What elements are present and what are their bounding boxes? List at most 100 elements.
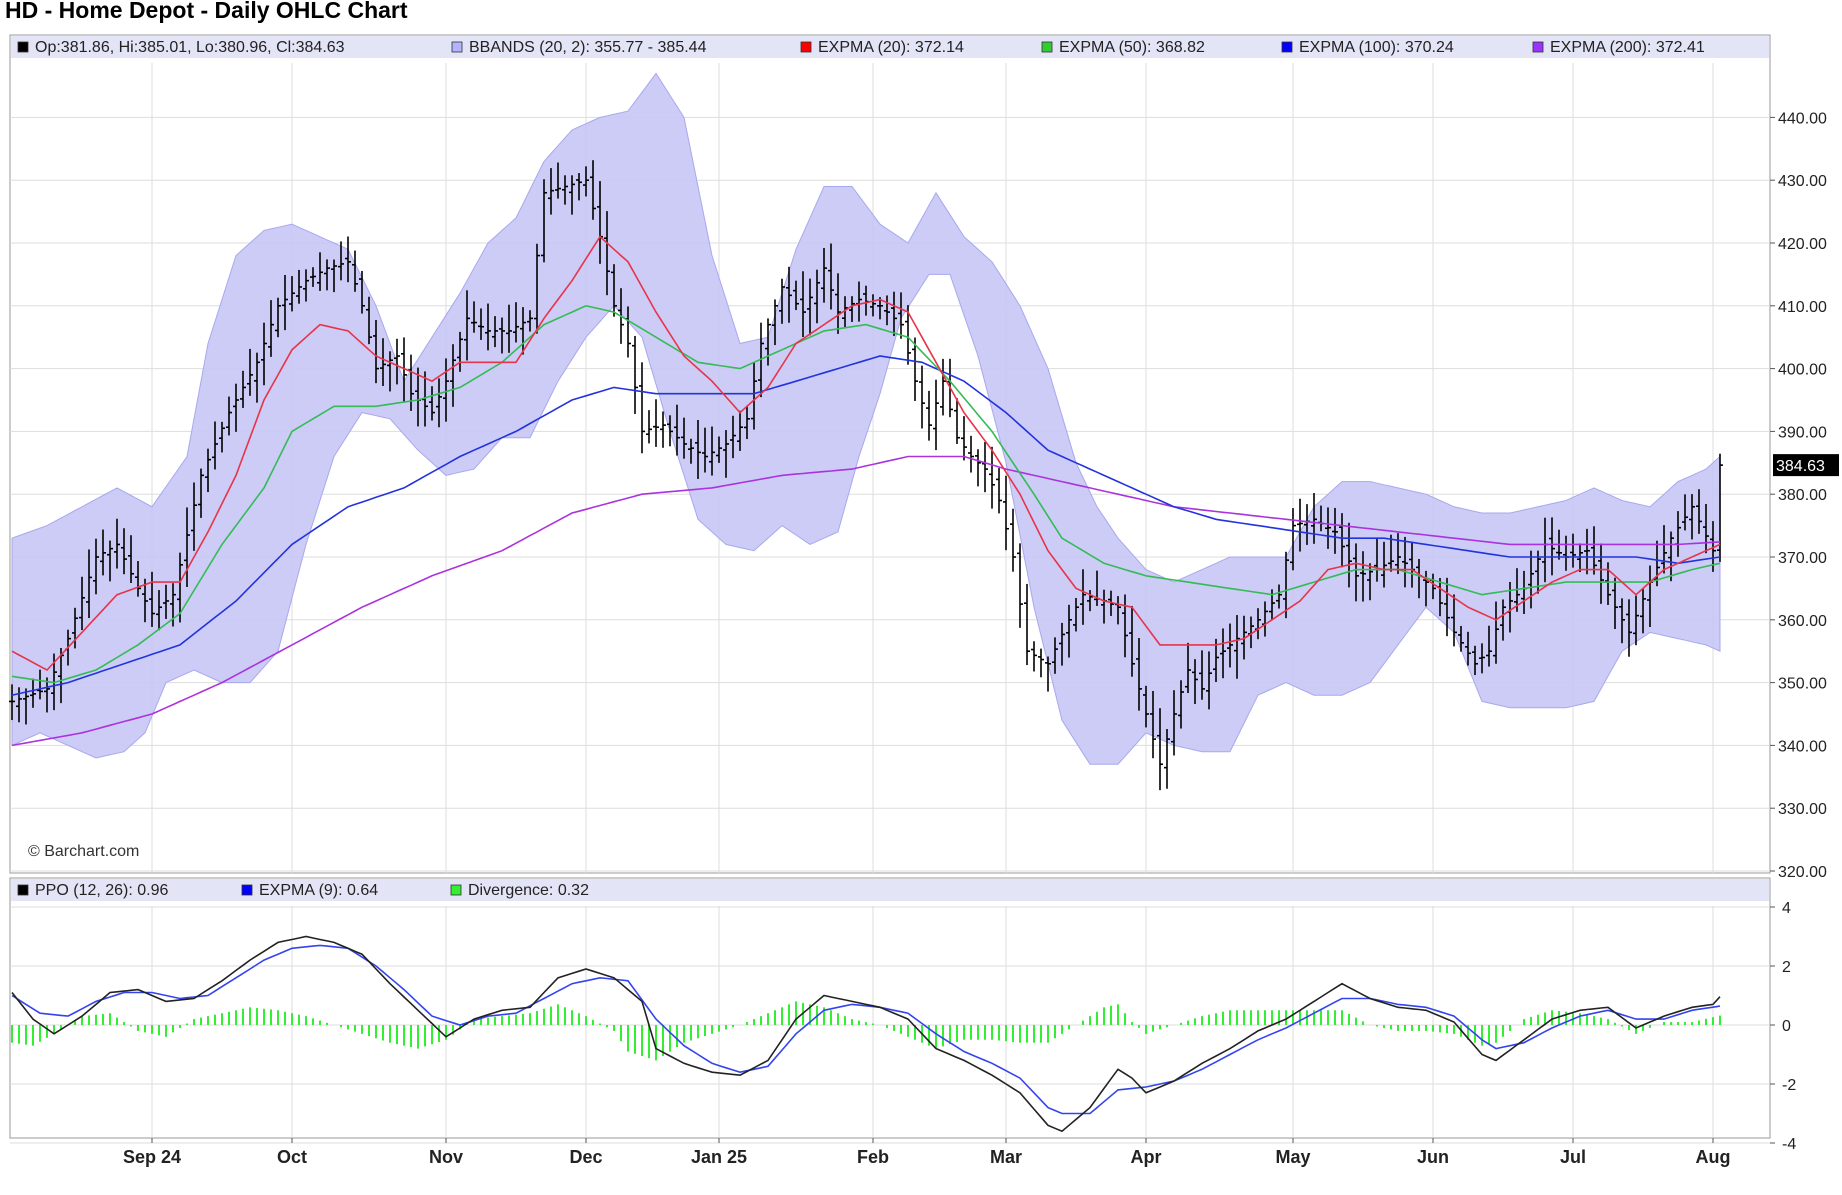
ohlc-bar	[667, 415, 673, 447]
ohlc-bar	[828, 243, 834, 310]
ohlc-bar	[709, 426, 715, 476]
ohlc-bar	[79, 576, 85, 631]
ohlc-bar	[660, 411, 666, 448]
ohlc-bar	[233, 383, 239, 432]
ohlc-bar	[268, 300, 274, 357]
ohlc-bar	[135, 561, 141, 597]
price-legend-item: Op:381.86, Hi:385.01, Lo:380.96, Cl:384.…	[35, 39, 345, 56]
ohlc-bar	[1311, 493, 1317, 544]
ohlc-bar	[296, 269, 302, 304]
ohlc-bar	[688, 438, 694, 464]
price-axis-label: 370.00	[1778, 550, 1827, 567]
ohlc-bar	[513, 302, 519, 343]
ohlc-bar	[1059, 622, 1065, 666]
ohlc-bar	[191, 482, 197, 551]
price-axis-label: 340.00	[1778, 738, 1827, 755]
ohlc-bar	[1164, 728, 1170, 789]
ohlc-bar	[576, 173, 582, 201]
ohlc-bar	[226, 396, 232, 436]
ohlc-bar	[569, 175, 575, 215]
ohlc-bar	[723, 430, 729, 478]
ohlc-bar	[1017, 543, 1023, 628]
ohlc-bar	[1444, 577, 1450, 637]
x-axis-label: May	[1275, 1147, 1310, 1167]
ohlc-bar	[653, 399, 659, 447]
x-axis-label: Apr	[1131, 1147, 1162, 1167]
ohlc-bar	[1003, 475, 1009, 551]
x-axis-label: Jan 25	[691, 1147, 747, 1167]
ohlc-bar	[1598, 543, 1604, 604]
ohlc-bar	[436, 378, 442, 428]
x-axis-label: Nov	[429, 1147, 463, 1167]
ohlc-bar	[933, 379, 939, 451]
ohlc-bar	[93, 538, 99, 595]
ohlc-bar	[1612, 577, 1618, 630]
ohlc-bar	[1500, 599, 1506, 641]
ohlc-bar	[1199, 650, 1205, 700]
ohlc-bar	[751, 362, 757, 430]
ohlc-bar	[1157, 708, 1163, 791]
x-axis-label: Dec	[569, 1147, 602, 1167]
ohlc-bar	[1689, 494, 1695, 540]
ohlc-bar	[142, 578, 148, 623]
ohlc-bar	[1717, 453, 1723, 562]
x-axis-label: Mar	[990, 1147, 1022, 1167]
ohlc-bar	[646, 410, 652, 444]
ohlc-bar	[324, 259, 330, 291]
ohlc-bar	[919, 365, 925, 429]
ohlc-bar	[765, 318, 771, 366]
x-axis-label: Oct	[277, 1147, 307, 1167]
ppo-axis-label: 4	[1782, 900, 1791, 917]
ohlc-bar	[492, 316, 498, 348]
ohlc-bar	[849, 296, 855, 323]
ppo-panel-frame	[9, 877, 1771, 1139]
price-axis-label: 330.00	[1778, 801, 1827, 818]
ohlc-bar	[387, 351, 393, 392]
ohlc-bar	[961, 416, 967, 461]
ohlc-bar	[1451, 594, 1457, 647]
ohlc-bar	[1486, 625, 1492, 667]
ohlc-bar	[940, 358, 946, 416]
ohlc-bar	[219, 421, 225, 453]
ema-100-line	[11, 355, 1721, 696]
ppo-legend-item: Divergence: 0.32	[468, 882, 589, 899]
bollinger-band-area	[11, 72, 1721, 765]
x-axis-label: Aug	[1696, 1147, 1731, 1167]
ohlc-bar	[254, 352, 260, 403]
ohlc-bar	[1087, 590, 1093, 612]
ohlc-bar	[1136, 638, 1142, 711]
price-legend-swatch	[1532, 41, 1544, 53]
ohlc-bar	[772, 299, 778, 346]
ohlc-bar	[1290, 508, 1296, 571]
ohlc-bar	[303, 269, 309, 302]
ppo-line	[11, 935, 1721, 1133]
ohlc-bar	[289, 276, 295, 312]
ohlc-bar	[310, 267, 316, 287]
price-axis-label: 420.00	[1778, 236, 1827, 253]
ohlc-bar	[1031, 641, 1037, 672]
ohlc-bar	[23, 688, 29, 725]
ohlc-bar	[674, 404, 680, 456]
ppo-legend-swatch	[241, 884, 253, 896]
price-axis-label: 350.00	[1778, 676, 1827, 693]
ohlc-bar	[1619, 598, 1625, 644]
ohlc-bar	[1668, 531, 1674, 582]
x-axis-label: Jun	[1417, 1147, 1449, 1167]
ohlc-bar	[1381, 541, 1387, 588]
ohlc-bar	[1570, 533, 1576, 568]
ohlc-bar	[247, 348, 253, 396]
price-legend-item: EXPMA (50): 368.82	[1059, 39, 1205, 56]
ohlc-bar	[37, 669, 43, 700]
ppo-axis-label: -2	[1782, 1077, 1796, 1094]
ohlc-bar	[695, 419, 701, 479]
ohlc-bar	[1710, 521, 1716, 572]
ohlc-bar	[366, 296, 372, 345]
ohlc-bar	[1528, 550, 1534, 609]
ohlc-bar	[345, 236, 351, 283]
ohlc-bar	[891, 291, 897, 336]
ema-50-line	[11, 304, 1721, 684]
ohlc-bar	[128, 535, 134, 584]
ohlc-bar	[359, 270, 365, 314]
ohlc-bar	[506, 304, 512, 353]
